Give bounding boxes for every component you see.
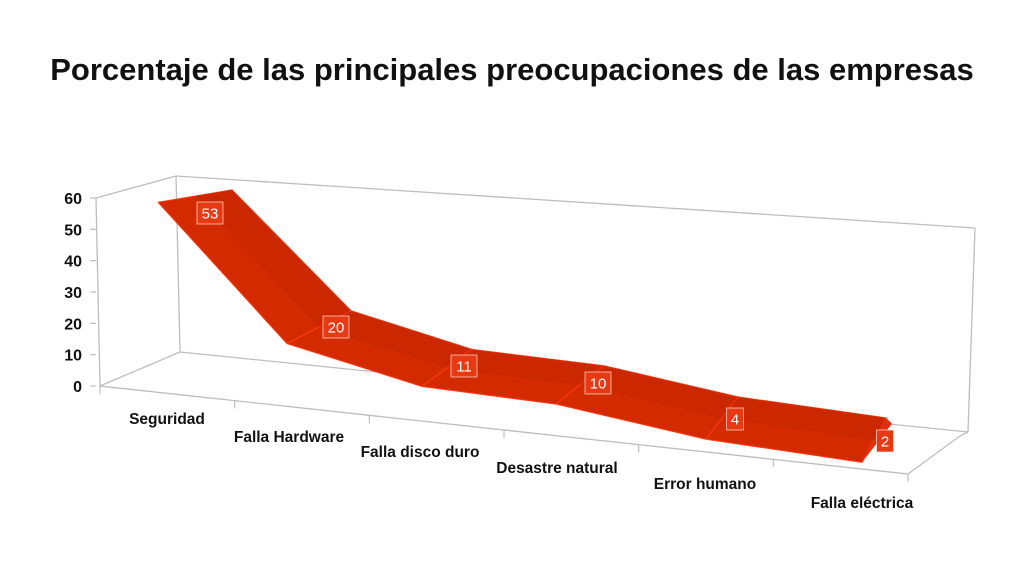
x-axis-categories: Seguridad Falla Hardware Falla disco duro D… [129,411,914,512]
y-tick-label: 20 [64,316,82,333]
x-category-label: Error humano [654,476,756,493]
data-label: 10 [590,376,607,393]
data-label-box [450,354,478,378]
y-tick-label: 40 [64,254,82,271]
series-ribbon [157,189,892,463]
chart-title: Porcentaje de las principales preocupaci… [50,52,974,87]
ribbon-shade [722,396,886,441]
ribbon-shade [580,365,738,419]
y-axis-ticks: 0 10 20 30 40 50 60 [64,191,96,396]
ribbon-shade [319,310,472,368]
chart-walls [95,175,976,482]
data-labels: 53 20 11 10 4 2 [196,201,894,453]
x-category-label: Falla disco duro [361,444,480,461]
data-label: 4 [731,412,739,429]
right-floor-edge [907,435,961,475]
data-label-box [726,407,744,431]
data-label-box [584,371,612,395]
data-label: 53 [202,206,219,223]
side-top-edge [95,175,177,199]
data-label-box [322,315,350,339]
right-floor-join [959,431,969,437]
data-label: 20 [328,320,345,337]
ribbon-shade [195,189,351,328]
data-label-box [196,201,224,225]
x-category-label: Seguridad [129,411,205,428]
y-tick-label: 50 [64,222,82,239]
y-tick-label: 60 [64,191,82,208]
y-tick-label: 0 [73,379,82,396]
data-label: 2 [881,434,889,451]
back-top-edge [175,175,976,229]
x-category-label: Falla Hardware [234,429,345,446]
y-tick-label: 10 [64,348,82,365]
side-floor-edge [99,351,181,387]
y-tick-label: 30 [64,285,82,302]
back-right-edge [967,227,976,433]
data-label-box [876,429,894,453]
x-category-label: Falla eléctrica [811,495,914,512]
ribbon-shade [447,349,604,385]
x-category-label: Desastre natural [496,460,617,477]
data-label: 11 [456,359,472,376]
